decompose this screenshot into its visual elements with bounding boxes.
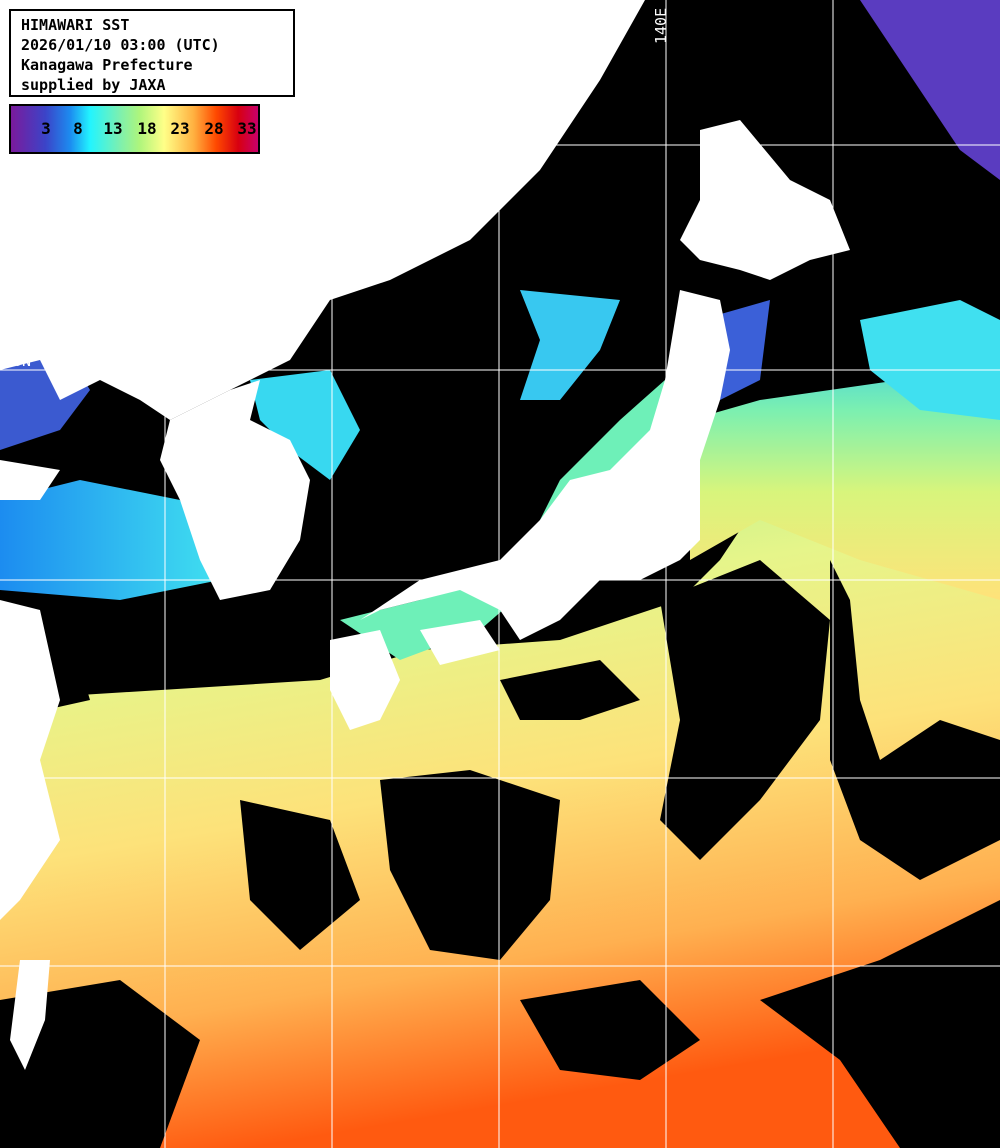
temperature-colorbar: 3 8 13 18 23 28 33	[9, 104, 260, 154]
china-coast	[0, 460, 60, 920]
region-label: Kanagawa Prefecture	[21, 56, 193, 74]
taiwan	[10, 960, 50, 1070]
latitude-label-40n: 40N	[4, 352, 32, 370]
hokkaido	[680, 120, 850, 280]
colorbar-tick: 13	[103, 119, 123, 138]
product-title: HIMAWARI SST	[21, 16, 130, 34]
cloud-cover	[0, 560, 1000, 1148]
colorbar-tick: 18	[137, 119, 157, 138]
colorbar-tick: 28	[204, 119, 224, 138]
timestamp: 2026/01/10 03:00 (UTC)	[21, 36, 220, 54]
honshu	[360, 290, 730, 640]
credit-label: supplied by JAXA	[21, 76, 166, 94]
colorbar-tick: 33	[237, 119, 257, 138]
longitude-label-140e: 140E	[652, 7, 670, 44]
colorbar-tick: 8	[73, 119, 83, 138]
shikoku	[420, 620, 500, 665]
colorbar-tick: 3	[41, 119, 51, 138]
title-box: HIMAWARI SST 2026/01/10 03:00 (UTC) Kana…	[9, 9, 295, 97]
latitude-label-30n: 30N	[6, 759, 34, 777]
korean-peninsula	[160, 380, 310, 600]
colorbar-tick: 23	[170, 119, 190, 138]
kyushu	[330, 630, 400, 730]
